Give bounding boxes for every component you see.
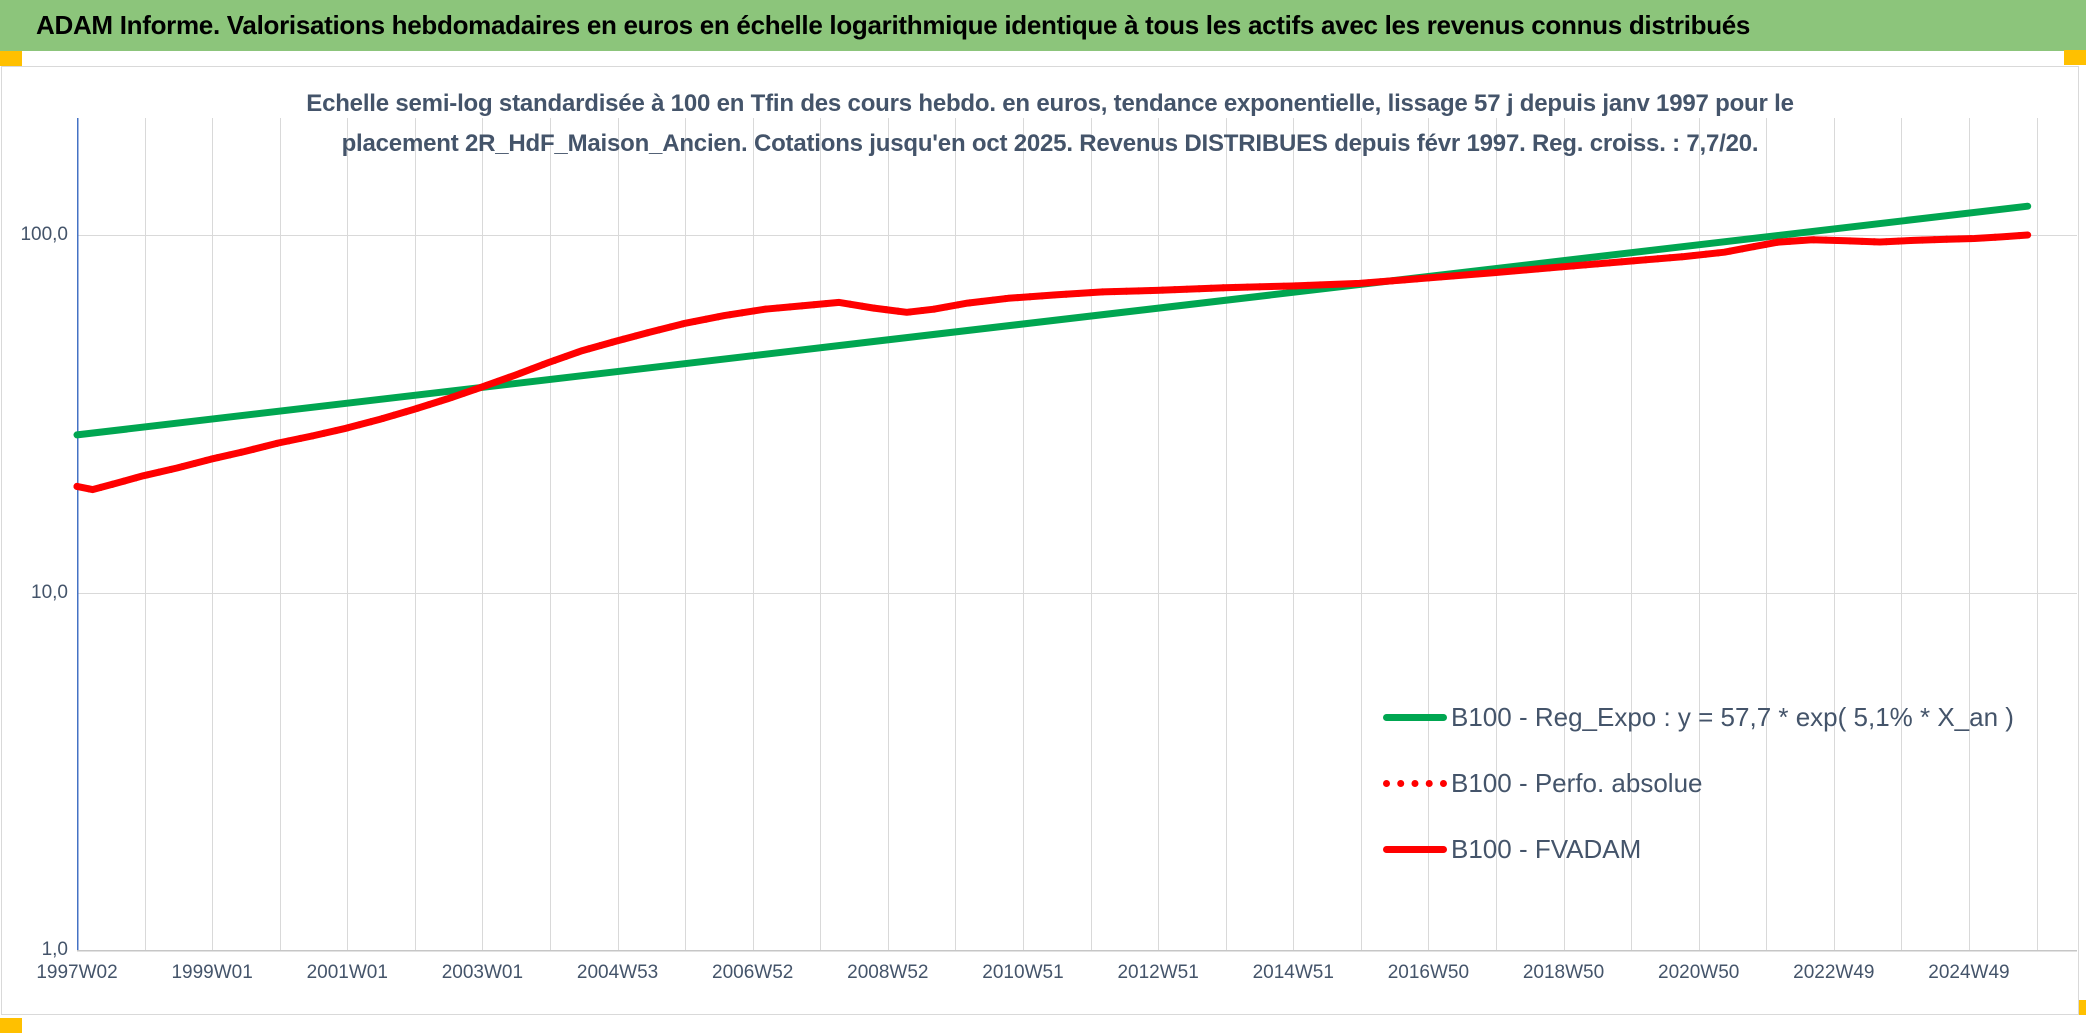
legend-swatch-solid	[1383, 845, 1447, 853]
legend-label: B100 - FVADAM	[1451, 833, 1642, 864]
gridlines	[77, 118, 2077, 950]
x-tick-label: 2014W51	[1252, 962, 1334, 983]
chart-title: Echelle semi-log standardisée à 100 en T…	[200, 84, 1900, 164]
x-tick-label: 2003W01	[441, 962, 524, 983]
legend-item[interactable]: B100 - FVADAM	[1383, 816, 2014, 882]
x-tick-label: 2018W50	[1522, 962, 1605, 983]
chart-title-line2: placement 2R_HdF_Maison_Ancien. Cotation…	[341, 130, 1759, 157]
x-tick-label: 2001W01	[306, 962, 388, 983]
series-line-fvadam	[73, 231, 2032, 494]
x-tick-label: 2010W51	[982, 962, 1064, 983]
workbook-title-bar: ADAM Informe. Valorisations hebdomadaire…	[0, 0, 2086, 51]
page-corner-marker-top-right	[2064, 50, 2086, 65]
x-tick-label: 2008W52	[847, 962, 929, 983]
y-tick-label: 100,0	[20, 224, 68, 245]
x-tick-label: 2016W50	[1387, 962, 1470, 983]
x-tick-label: 2012W51	[1117, 962, 1199, 983]
legend-item[interactable]: B100 - Reg_Expo : y = 57,7 * exp( 5,1% *…	[1383, 684, 2014, 750]
x-tick-label: 2006W52	[712, 962, 794, 983]
series-line-reg-expo-y-57-7-exp-5-1-x-an-	[73, 202, 2032, 439]
chart-title-line1: Echelle semi-log standardisée à 100 en T…	[306, 90, 1794, 117]
page-corner-marker-top-left	[0, 51, 22, 66]
page-corner-marker-bottom-left	[0, 1018, 22, 1033]
x-tick-label: 1999W01	[171, 962, 253, 983]
series-lines	[73, 202, 2032, 494]
legend-swatch-solid	[1383, 713, 1447, 721]
legend-label: B100 - Perfo. absolue	[1451, 767, 1703, 798]
x-tick-label: 2020W50	[1658, 962, 1740, 983]
y-tick-label: 10,0	[31, 581, 68, 603]
x-tick-label: 2022W49	[1793, 962, 1875, 983]
workbook-title: ADAM Informe. Valorisations hebdomadaire…	[36, 10, 1751, 40]
x-tick-label: 2004W53	[576, 962, 659, 983]
x-tick-label: 1997W02	[36, 962, 118, 983]
y-tick-label: 1,0	[41, 939, 68, 960]
legend-swatch-dotted	[1383, 779, 1447, 787]
legend[interactable]: B100 - Reg_Expo : y = 57,7 * exp( 5,1% *…	[1383, 684, 2014, 882]
legend-item[interactable]: B100 - Perfo. absolue	[1383, 750, 2014, 816]
x-tick-label: 2024W49	[1928, 962, 2010, 983]
axes	[76, 118, 2077, 952]
legend-label: B100 - Reg_Expo : y = 57,7 * exp( 5,1% *…	[1451, 701, 2014, 732]
